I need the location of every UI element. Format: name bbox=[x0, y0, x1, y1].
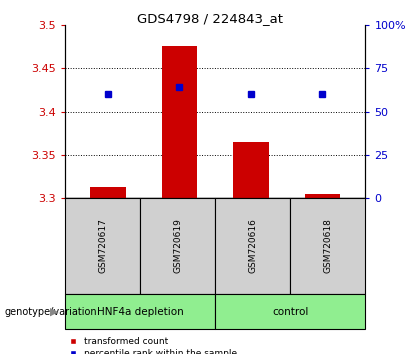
Bar bbox=[233, 142, 269, 198]
Text: GDS4798 / 224843_at: GDS4798 / 224843_at bbox=[137, 12, 283, 25]
Text: HNF4a depletion: HNF4a depletion bbox=[97, 307, 184, 316]
Bar bbox=[90, 187, 126, 198]
Text: GSM720618: GSM720618 bbox=[323, 218, 332, 274]
Text: ▶: ▶ bbox=[50, 307, 59, 316]
Text: GSM720616: GSM720616 bbox=[248, 218, 257, 274]
Text: GSM720619: GSM720619 bbox=[173, 218, 182, 274]
Text: GSM720617: GSM720617 bbox=[98, 218, 107, 274]
Bar bbox=[304, 194, 340, 198]
Text: genotype/variation: genotype/variation bbox=[4, 307, 97, 316]
Text: control: control bbox=[272, 307, 309, 316]
Legend: transformed count, percentile rank within the sample: transformed count, percentile rank withi… bbox=[70, 337, 237, 354]
Bar bbox=[162, 46, 197, 198]
